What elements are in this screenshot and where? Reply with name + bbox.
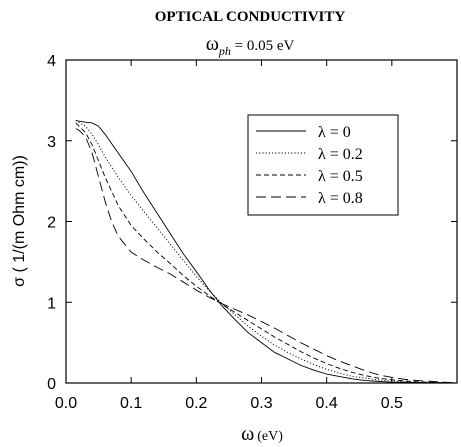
subtitle-omega-symbol: ω [206,33,219,55]
x-tick-label: 0.5 [381,395,403,412]
legend-items: λ = 0 λ = 0.2 λ = 0.5 λ = 0.8 [256,124,363,207]
legend-label-0: λ = 0 [318,124,351,141]
y-tick-label: 2 [47,215,56,232]
x-axis-unit: (eV) [257,429,283,444]
y-tick-label: 1 [47,295,56,312]
legend-label-3: λ = 0.8 [318,190,363,207]
legend: λ = 0 λ = 0.2 λ = 0.5 λ = 0.8 [247,114,399,216]
series-line-3 [75,128,458,384]
subtitle-subscript: ph [218,44,231,58]
x-tick-label: 0.3 [250,395,272,412]
y-tick-label: 0 [47,376,56,393]
series-layer [75,120,458,384]
legend-label-2: λ = 0.5 [318,168,363,185]
x-tick-label: 0.1 [120,395,142,412]
y-axis-label: σ ( 1/(m Ohm cm)) [11,155,28,287]
x-axis-omega-symbol: ω [241,423,254,445]
series-line-1 [75,120,458,384]
legend-label-1: λ = 0.2 [318,146,363,163]
chart-title: OPTICAL CONDUCTIVITY [155,9,346,25]
subtitle-value: = 0.05 eV [231,38,295,54]
series-line-0 [75,120,458,384]
x-tick-label: 0.4 [316,395,338,412]
x-tick-label: 0.2 [185,395,207,412]
plot-frame [65,59,458,384]
series-line-2 [75,122,458,384]
x-tick-label: 0.0 [55,395,77,412]
y-tick-label: 3 [47,134,56,151]
legend-box [247,114,399,216]
x-axis-label: ω (eV) [241,423,283,445]
y-tick-label: 4 [47,53,56,70]
chart-subtitle: ωph = 0.05 eV [206,33,295,58]
axes: 0.0 0.1 0.2 0.3 0.4 0.5 0 1 2 3 4 [47,53,457,412]
